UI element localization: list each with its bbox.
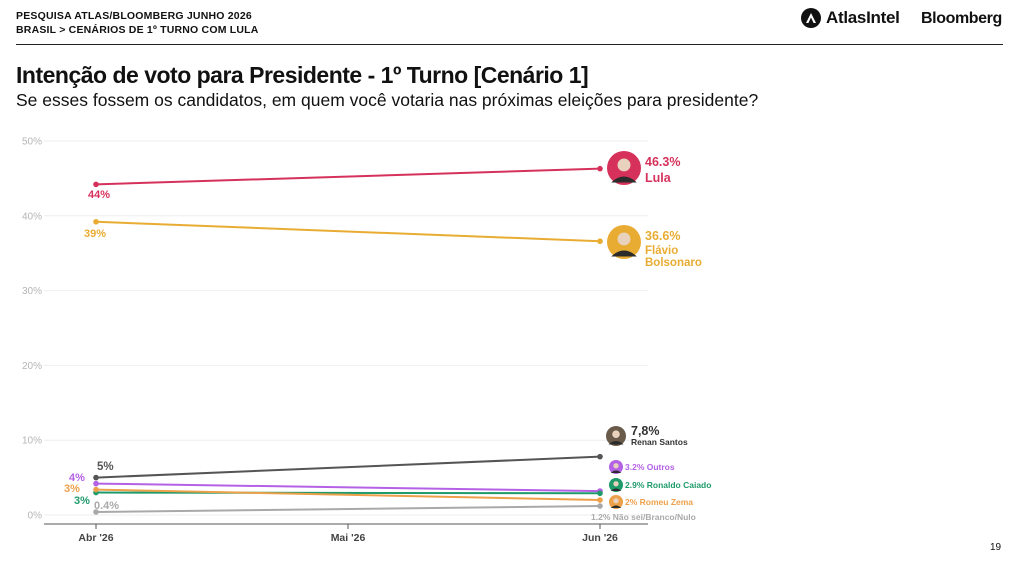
series-line (95, 482, 601, 493)
series-name-label: Ronaldo Caiado (644, 480, 711, 490)
data-point (597, 503, 603, 509)
end-value-label: 46.3% (645, 155, 680, 169)
y-tick-label: 40% (22, 211, 42, 222)
end-value-label: 2.9% Ronaldo Caiado (625, 480, 711, 490)
start-value-label: 5% (97, 461, 114, 473)
y-tick-label: 20% (22, 361, 42, 372)
data-point (597, 490, 603, 497)
start-value-label: 3% (64, 483, 80, 495)
data-point (597, 497, 603, 503)
x-tick-label: Jun '26 (582, 532, 618, 544)
start-value-label: 4% (69, 472, 85, 484)
zema-avatar-icon (609, 495, 623, 509)
start-value-label: 3% (74, 495, 90, 507)
header-line-1: PESQUISA ATLAS/BLOOMBERG JUNHO 2026 (16, 10, 252, 22)
flavio-avatar-icon (607, 225, 641, 259)
header-divider (16, 44, 1003, 45)
end-value: 1.2% (591, 512, 611, 522)
series-name-label: Flávio Bolsonaro (645, 245, 702, 269)
end-value-label: 2% Romeu Zema (625, 497, 693, 507)
y-tick-label: 10% (22, 436, 42, 447)
y-tick-label: 30% (22, 286, 42, 297)
page-number: 19 (990, 542, 1002, 553)
series-line (95, 167, 601, 186)
data-point (93, 509, 99, 515)
atlasintel-logo-text: AtlasIntel (826, 8, 900, 27)
series-name-label: Romeu Zema (637, 497, 693, 507)
end-value: 3.2% (625, 462, 645, 472)
data-point (93, 181, 99, 188)
x-tick-label: Mai '26 (331, 532, 366, 544)
end-value-label: 1.2% Não sei/Branco/Nulo (591, 512, 696, 522)
header-left: PESQUISA ATLAS/BLOOMBERG JUNHO 2026 BRAS… (16, 9, 259, 37)
data-point (597, 453, 603, 460)
start-value-label: 0.4% (94, 500, 119, 512)
chart-title: Intenção de voto para Presidente - 1º Tu… (16, 62, 589, 88)
series-line (95, 505, 601, 514)
series-name-label: Outros (644, 462, 674, 472)
data-point (597, 165, 603, 172)
header-line-2: BRASIL > CENÁRIOS DE 1º TURNO COM LULA (16, 24, 259, 36)
start-value-label: 44% (88, 189, 110, 201)
y-tick-label: 50% (22, 137, 42, 148)
end-value-label: 7,8% (631, 424, 660, 438)
series-name-label: Renan Santos (631, 437, 688, 447)
renan-avatar-icon (606, 426, 626, 446)
chart-subtitle: Se esses fossem os candidatos, em quem v… (16, 90, 759, 110)
series-line (95, 220, 601, 243)
atlasintel-logo-icon (801, 8, 821, 28)
end-value: 2.9% (625, 480, 645, 490)
data-point (93, 486, 99, 493)
outros-avatar-icon (609, 460, 623, 474)
atlasintel-logo: AtlasIntel (801, 8, 900, 28)
series-line (95, 455, 601, 479)
data-point (93, 474, 99, 481)
y-tick-label: 0% (28, 511, 43, 522)
start-value-label: 39% (84, 228, 106, 240)
end-value-label: 3.2% Outros (625, 462, 675, 472)
series-name-label: Lula (645, 171, 672, 185)
data-point (597, 238, 603, 245)
data-point (93, 480, 99, 487)
end-value: 2% (625, 497, 638, 507)
lula-avatar-icon (607, 151, 641, 185)
data-point (93, 218, 99, 225)
series-line (95, 488, 601, 502)
caiado-avatar-icon (609, 478, 623, 492)
end-value-label: 36.6% (645, 229, 680, 243)
x-tick-label: Abr '26 (78, 532, 113, 544)
bloomberg-logo: Bloomberg (921, 10, 1002, 27)
series-name-label: Não sei/Branco/Nulo (610, 512, 696, 522)
series-line (95, 491, 601, 495)
